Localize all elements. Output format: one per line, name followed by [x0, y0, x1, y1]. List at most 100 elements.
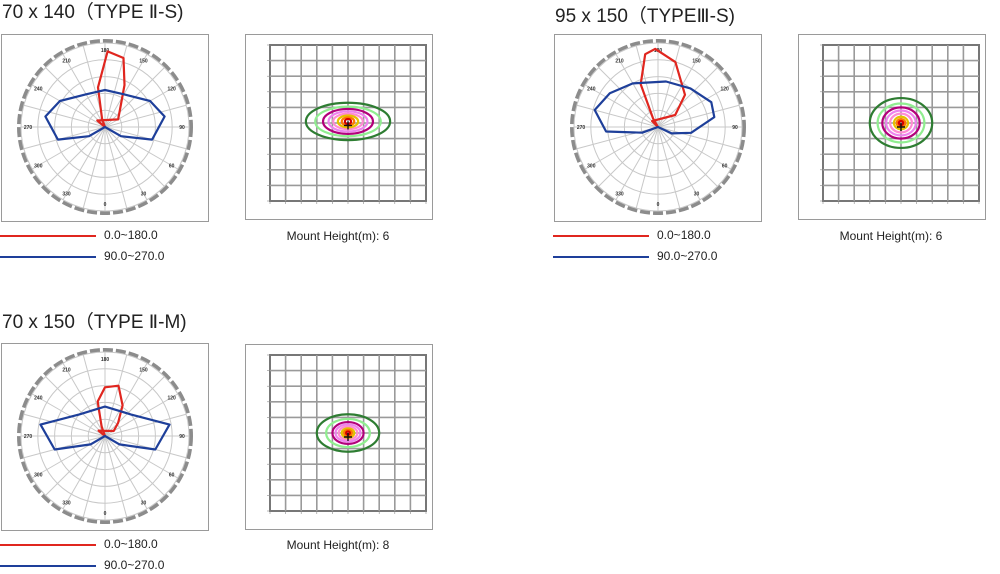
grid-spoke [104, 393, 178, 437]
angle-label: 240 [587, 87, 596, 93]
grid-spoke [45, 126, 106, 187]
mount-height-caption: Mount Height(m): 8 [286, 538, 390, 552]
grid-spoke [45, 435, 106, 496]
grid-spoke [598, 126, 659, 187]
chart-group-3: 70 x 150（TYPE Ⅱ-M) 180 150 120 90 60 30 0 330 30… [0, 306, 440, 572]
chart-group-2: 95 x 150（TYPEⅢ-S) 180 150 120 90 60 30 0 330 300… [553, 0, 993, 270]
grid-spoke [104, 435, 128, 518]
angle-label: 30 [694, 192, 700, 198]
chart-title: 70 x 140（TYPE Ⅱ-S) [2, 2, 184, 23]
grid-spoke [23, 413, 106, 437]
angle-label: 90 [732, 125, 738, 131]
angle-label: 270 [577, 125, 586, 131]
angle-label: 240 [34, 87, 43, 93]
isolux-chart [267, 44, 427, 204]
grid-spoke [657, 126, 731, 170]
angle-label: 150 [692, 58, 701, 64]
angle-label: 300 [587, 164, 596, 170]
angle-label: 240 [34, 396, 43, 402]
angle-label: 180 [101, 48, 110, 54]
isolux-contour [876, 102, 926, 144]
isolux-chart [820, 44, 980, 204]
grid-spoke [585, 84, 659, 128]
angle-label: 60 [169, 164, 175, 170]
isolux-contour [881, 106, 921, 140]
grid-spoke [45, 376, 106, 437]
grid-spoke [657, 126, 701, 200]
angle-label: 270 [24, 125, 33, 131]
isolux-contour [321, 107, 375, 136]
grid-spoke [104, 376, 165, 437]
isolux-contour [327, 110, 369, 133]
polar-panel: 180 150 120 90 60 30 0 330 300 270 240 210 [1, 343, 209, 531]
angle-label: 30 [141, 501, 147, 507]
chart-title: 70 x 150（TYPE Ⅱ-M) [2, 312, 187, 333]
polar-panel: 180 150 120 90 60 30 0 330 300 270 240 210 [1, 34, 209, 222]
grid-spoke [657, 104, 740, 128]
mount-height-caption: Mount Height(m): 6 [839, 229, 943, 243]
grid-spoke [104, 435, 148, 509]
angle-label: 300 [34, 473, 43, 479]
legend-label: 0.0~180.0 [104, 537, 158, 551]
grid-spoke [62, 54, 106, 128]
series-curve [44, 88, 166, 141]
isolux-panel [798, 34, 986, 220]
series-curve [639, 47, 687, 129]
grid-spoke [32, 393, 106, 437]
grid-spoke [657, 54, 701, 128]
legend-swatch-red [0, 544, 96, 546]
legend-label: 90.0~270.0 [104, 249, 165, 263]
grid-spoke [615, 126, 659, 200]
isolux-contour [331, 420, 365, 446]
legend-label: 0.0~180.0 [657, 228, 711, 242]
isolux-contour [315, 413, 381, 453]
angle-label: 90 [179, 434, 185, 440]
polar-panel: 180 150 120 90 60 30 0 330 300 270 240 210 [554, 34, 762, 222]
angle-label: 300 [34, 164, 43, 170]
angle-label: 210 [62, 58, 71, 64]
angle-label: 60 [169, 473, 175, 479]
legend-swatch-blue [0, 565, 96, 567]
grid-spoke [32, 84, 106, 128]
grid-spoke [104, 363, 148, 437]
legend-label: 90.0~270.0 [657, 249, 718, 263]
legend-swatch-blue [553, 256, 649, 258]
grid-spoke [576, 126, 659, 150]
angle-label: 90 [179, 125, 185, 131]
grid-spoke [657, 126, 681, 209]
grid-spoke [657, 45, 681, 128]
isolux-contour [885, 109, 917, 137]
grid-spoke [23, 104, 106, 128]
isolux-contour [868, 96, 934, 150]
isolux-contour [304, 101, 392, 142]
grid-spoke [104, 54, 148, 128]
outer-ring [17, 348, 193, 524]
legend-swatch-red [0, 235, 96, 237]
grid-spoke [576, 104, 659, 128]
grid-spoke [23, 435, 106, 459]
isolux-panel [245, 34, 433, 220]
grid-spoke [657, 126, 718, 187]
angle-label: 120 [168, 396, 177, 402]
angle-label: 330 [615, 192, 624, 198]
grid-spoke [62, 363, 106, 437]
grid-spoke [635, 126, 659, 209]
grid-spoke [657, 126, 740, 150]
isolux-chart [267, 354, 427, 514]
isolux-panel [245, 344, 433, 530]
outer-ring [17, 39, 193, 215]
legend-label: 0.0~180.0 [104, 228, 158, 242]
grid-spoke [62, 126, 106, 200]
grid-spoke [104, 126, 128, 209]
grid-spoke [104, 413, 187, 437]
angle-label: 150 [139, 367, 148, 373]
angle-label: 60 [722, 164, 728, 170]
angle-label: 330 [62, 192, 71, 198]
series-curve [96, 50, 126, 129]
legend-swatch-blue [0, 256, 96, 258]
grid-spoke [104, 435, 165, 496]
grid-spoke [82, 126, 106, 209]
luminaire-position-marker [344, 121, 352, 130]
angle-label: 120 [721, 87, 730, 93]
